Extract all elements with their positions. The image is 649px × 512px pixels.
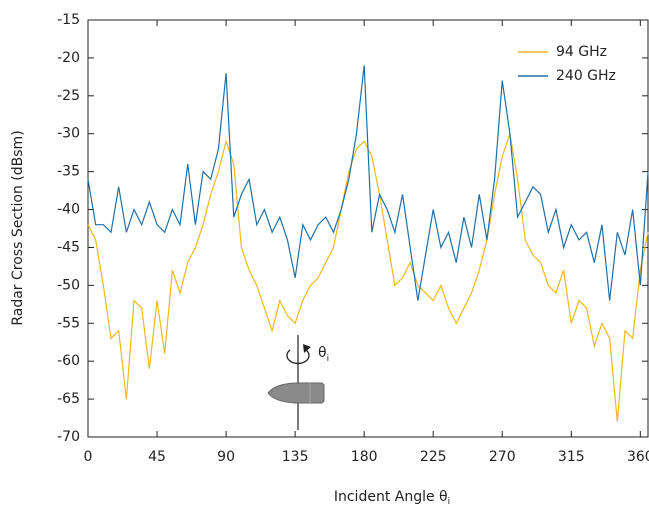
annotation-main: θ [318,345,327,361]
y-tick-label: -20 [57,50,80,66]
bullet-illustration [267,335,325,430]
x-tick-label: 0 [84,449,93,465]
x-tick-label: 135 [282,449,309,465]
rotation-arrow-head [303,344,311,353]
annotation-sub: i [327,354,330,364]
y-tick-label: -25 [57,88,80,104]
y-tick-label: -50 [57,277,80,293]
rotation-arrow [286,349,310,365]
y-tick-label: -55 [57,315,80,331]
x-tick-label: 180 [351,449,378,465]
y-tick-label: -60 [57,353,80,369]
series-line [87,133,649,422]
bullet [267,382,325,404]
plot-frame [87,19,649,438]
y-tick-label: -70 [57,429,80,445]
x-tick-label: 45 [148,449,166,465]
y-tick-label: -45 [57,239,80,255]
y-tick-label: -35 [57,164,80,180]
x-tick-label: 315 [558,449,585,465]
y-axis-label: Radar Cross Section (dBsm) [10,130,26,325]
x-axis-label: Incident Angle θi [334,489,450,507]
y-tick-label: -65 [57,391,80,407]
x-tick-label: 360 [627,449,649,465]
x-axis-label-sub: i [448,497,451,507]
x-tick-label: 90 [217,449,235,465]
series-line [87,65,649,301]
x-tick-label: 270 [489,449,516,465]
y-tick-label: -30 [57,126,80,142]
legend-label: 240 GHz [556,68,616,84]
legend-label: 94 GHz [556,44,607,60]
y-tick-label: -15 [57,12,80,28]
y-tick-label: -40 [57,202,80,218]
x-axis-label-main: Incident Angle θ [334,489,448,505]
annotation: θi [318,345,329,364]
x-tick-label: 225 [420,449,447,465]
